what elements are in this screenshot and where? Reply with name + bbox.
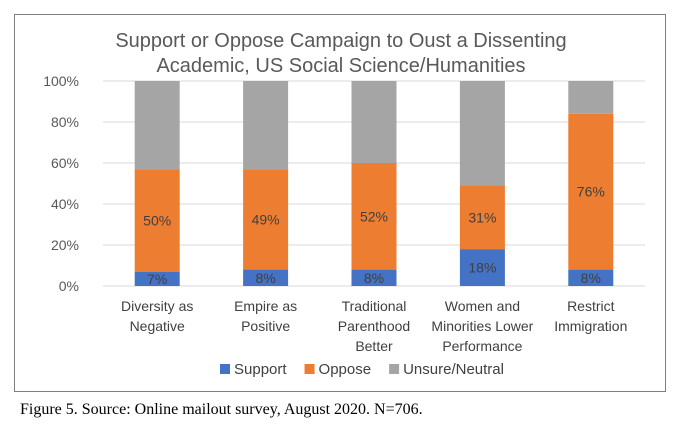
y-tick-label: 80% [51, 114, 79, 130]
data-labels: 7% 50% 8% 49% 8% 52% 18% 31% 8% 76% [143, 184, 605, 287]
bar-segment-unsure-neutral [243, 81, 289, 170]
data-label: 76% [577, 184, 605, 200]
legend-label: Unsure/Neutral [403, 361, 504, 378]
category-label: Immigration [554, 318, 627, 334]
legend-swatch [389, 364, 400, 374]
y-tick-label: 0% [59, 278, 79, 294]
bar-segment-unsure-neutral [351, 81, 397, 163]
legend-label: Oppose [319, 361, 372, 378]
category-label: Parenthood [338, 318, 410, 334]
legend-swatch [220, 364, 230, 374]
bar-segment-support [568, 269, 614, 286]
chart-title-line: Support or Oppose Campaign to Oust a Dis… [115, 30, 566, 52]
category-label: Diversity as [121, 298, 193, 314]
chart-frame: Support or Oppose Campaign to Oust a Dis… [14, 14, 666, 392]
category-label: Negative [130, 318, 185, 334]
bar-segment-support [351, 269, 397, 286]
chart-title-line: Academic, US Social Science/Humanities [156, 55, 525, 77]
y-tick-label: 100% [43, 73, 79, 89]
legend-item: Oppose [304, 361, 372, 378]
category-label: Minorities Lower [431, 318, 533, 334]
category-label: Restrict [567, 298, 615, 314]
chart-title: Support or Oppose Campaign to Oust a Dis… [115, 30, 566, 77]
category-label: Performance [442, 338, 522, 354]
category-label: Empire as [234, 298, 297, 314]
bar-segment-support [134, 271, 180, 286]
legend-item: Support [220, 361, 287, 378]
bar-segment-oppose [459, 185, 505, 250]
bar-segment-unsure-neutral [134, 81, 180, 170]
legend-item: Unsure/Neutral [389, 361, 504, 378]
bar-segment-unsure-neutral [568, 81, 614, 114]
category-label: Traditional [342, 298, 407, 314]
y-axis-ticks: 0% 20% 40% 60% 80% 100% [43, 73, 79, 294]
data-label: 7% [147, 271, 167, 287]
category-label: Better [355, 338, 393, 354]
category-label: Women and [445, 298, 520, 314]
y-tick-label: 40% [51, 196, 79, 212]
category-label: Positive [241, 318, 290, 334]
stacked-bar-chart: Support or Oppose Campaign to Oust a Dis… [43, 30, 645, 378]
data-label: 18% [468, 260, 496, 276]
data-label: 52% [360, 208, 388, 224]
bar-segment-oppose [134, 169, 180, 272]
legend-label: Support [234, 361, 287, 378]
x-axis-categories: Diversity as Negative Empire as Positive Tra… [121, 298, 627, 354]
figure-caption: Figure 5. Source: Online mailout survey,… [20, 401, 423, 418]
bar-segment-support [459, 249, 505, 286]
y-tick-label: 20% [51, 237, 79, 253]
data-label: 8% [255, 270, 275, 286]
data-label: 50% [143, 212, 171, 228]
y-tick-label: 60% [51, 155, 79, 171]
data-label: 8% [364, 270, 384, 286]
bar-segment-unsure-neutral [459, 81, 505, 186]
bar-segment-support [243, 269, 289, 286]
bar-segment-oppose [568, 113, 614, 270]
bar-segment-oppose [243, 169, 289, 270]
legend: Support Oppose Unsure/Neutral [220, 361, 504, 378]
bar-segment-oppose [351, 163, 397, 270]
bars [134, 81, 614, 286]
legend-swatch [304, 364, 315, 374]
data-label: 31% [468, 209, 496, 225]
data-label: 8% [581, 270, 601, 286]
data-label: 49% [252, 211, 280, 227]
